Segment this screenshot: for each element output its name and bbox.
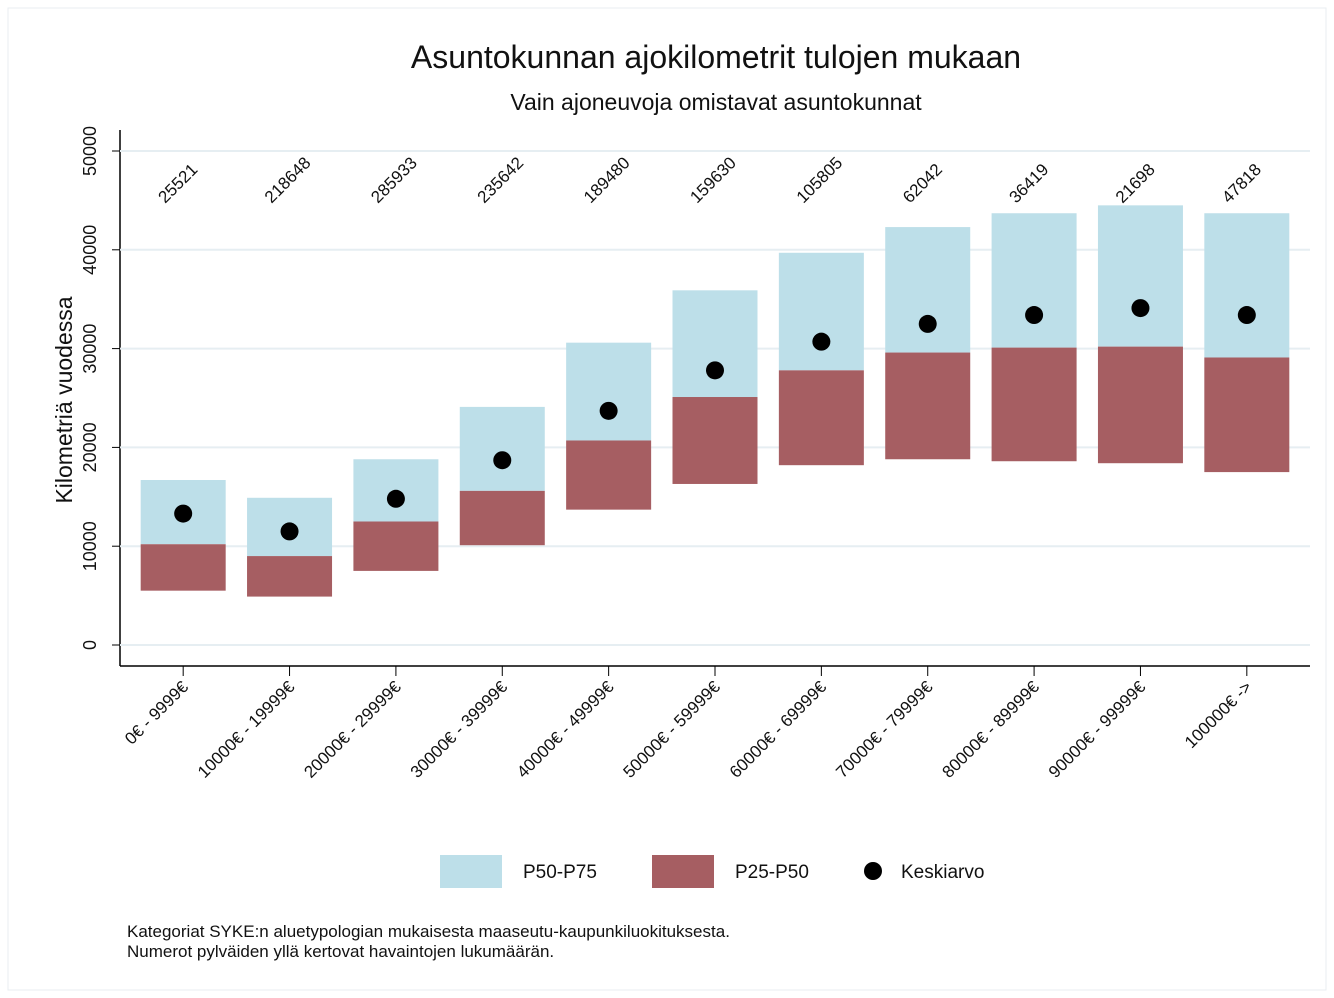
mean-dot	[386, 489, 405, 508]
mean-dot	[1237, 306, 1256, 325]
legend-swatch	[864, 862, 882, 880]
mean-dot	[280, 522, 299, 541]
note: Numerot pylväiden yllä kertovat havainto…	[127, 942, 554, 961]
y-tick-label: 30000	[80, 324, 100, 374]
mean-dot	[918, 314, 937, 333]
legend-swatch	[652, 855, 714, 888]
chart-subtitle: Vain ajoneuvoja omistavat asuntokunnat	[510, 89, 922, 115]
bar	[672, 290, 758, 398]
legend-label: P25-P50	[735, 862, 809, 883]
bar	[353, 521, 439, 571]
legend-label: Keskiarvo	[901, 862, 984, 883]
bar	[991, 347, 1077, 462]
mean-dot	[174, 504, 193, 523]
bar	[672, 397, 758, 484]
y-tick-label: 10000	[80, 521, 100, 571]
bar	[1204, 213, 1290, 358]
bar	[459, 490, 545, 546]
y-tick-label: 40000	[80, 225, 100, 275]
frame	[7, 7, 1327, 991]
bar	[140, 544, 226, 591]
bar	[991, 213, 1077, 348]
bar	[566, 342, 652, 441]
y-axis-title: Kilometriä vuodessa	[51, 296, 77, 503]
chart-title: Asuntokunnan ajokilometrit tulojen mukaa…	[411, 39, 1021, 75]
legend-swatch	[440, 855, 502, 888]
mean-dot	[1131, 299, 1150, 318]
mean-dot	[1025, 306, 1044, 325]
bar	[459, 406, 545, 491]
note: Kategoriat SYKE:n aluetypologian mukaise…	[127, 922, 730, 941]
mean-dot	[493, 451, 512, 470]
legend-label: P50-P75	[523, 862, 597, 883]
bar	[1097, 205, 1183, 347]
bar	[1097, 346, 1183, 464]
mean-dot	[706, 361, 724, 380]
y-tick-label: 0	[80, 640, 100, 650]
mean-dot	[599, 401, 618, 420]
y-tick-label: 20000	[80, 422, 100, 472]
bar	[247, 556, 333, 597]
bar	[778, 252, 864, 371]
bar	[566, 440, 652, 510]
mean-dot	[812, 332, 831, 351]
bar	[885, 227, 971, 353]
y-tick-label: 50000	[80, 126, 100, 176]
bar	[885, 352, 971, 460]
bar	[778, 370, 864, 466]
bar	[1204, 357, 1290, 473]
